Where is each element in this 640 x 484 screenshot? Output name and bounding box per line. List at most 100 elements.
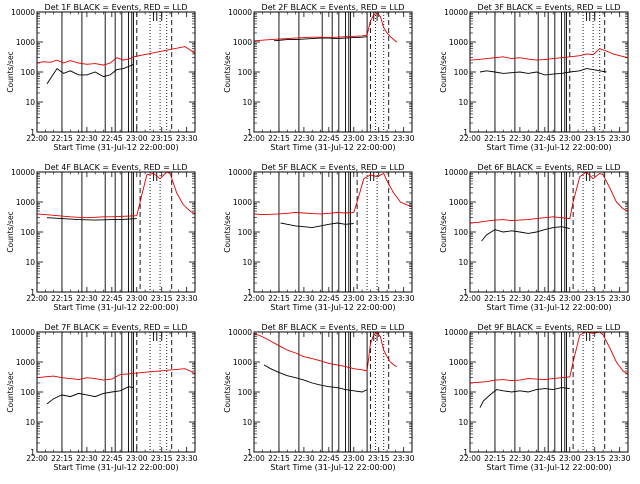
x-axis-label: Start Time (31-Jul-12 22:00:00) — [486, 303, 611, 312]
y-tick-label: 1000 — [233, 358, 252, 367]
plot-frame — [253, 331, 413, 453]
y-tick-label: 1 — [247, 288, 252, 297]
x-tick-label: 22:00 — [26, 134, 48, 143]
x-axis-label: Start Time (31-Jul-12 22:00:00) — [270, 463, 395, 472]
plot-frame — [36, 11, 196, 133]
x-tick-label: 22:30 — [76, 134, 98, 143]
chart-panel-7: 1 10 100 1000 10000 22:00 22:15 22:30 22:45 23:00… — [6, 323, 198, 472]
y-axis-label: Counts/sec — [439, 211, 448, 252]
x-tick-label: 23:00 — [126, 134, 148, 143]
x-tick-label: 22:15 — [484, 454, 506, 463]
y-tick-label: 1 — [463, 128, 468, 137]
y-tick-label: 10000 — [228, 328, 252, 337]
y-tick-label: 10000 — [228, 8, 252, 17]
x-tick-label: 23:30 — [176, 294, 198, 303]
y-tick-label: 10 — [242, 418, 252, 427]
plot-frame — [469, 331, 629, 453]
y-tick-label: 10000 — [11, 8, 35, 17]
chart-title: Det 7F BLACK = Events, RED = LLD — [45, 323, 188, 332]
chart-title: Det 2F BLACK = Events, RED = LLD — [262, 3, 405, 12]
x-axis-label: Start Time (31-Jul-12 22:00:00) — [486, 143, 611, 152]
x-tick-label: 22:15 — [51, 134, 73, 143]
x-tick-label: 22:30 — [509, 454, 531, 463]
x-tick-label: 22:30 — [293, 134, 315, 143]
x-tick-label: 22:00 — [459, 454, 481, 463]
y-tick-label: 100 — [21, 68, 36, 77]
x-tick-label: 22:00 — [243, 454, 265, 463]
chart-title: Det 3F BLACK = Events, RED = LLD — [478, 3, 621, 12]
x-tick-label: 23:15 — [584, 454, 606, 463]
x-tick-label: 22:15 — [484, 134, 506, 143]
x-tick-label: 23:00 — [343, 454, 365, 463]
x-tick-label: 22:15 — [51, 454, 73, 463]
x-tick-label: 22:00 — [243, 134, 265, 143]
y-axis-label: Counts/sec — [6, 211, 15, 252]
x-tick-label: 22:00 — [26, 294, 48, 303]
x-tick-label: 23:00 — [343, 294, 365, 303]
x-tick-label: 23:15 — [151, 454, 173, 463]
x-tick-label: 22:30 — [293, 294, 315, 303]
chart-panel-1: 1 10 100 1000 10000 22:00 22:15 22:30 22:45 23:00… — [6, 3, 198, 152]
chart-panel-6: 1 10 100 1000 10000 22:00 22:15 22:30 22:45 23:00… — [439, 163, 631, 312]
y-tick-label: 10000 — [228, 168, 252, 177]
y-tick-label: 1000 — [16, 38, 35, 47]
y-tick-label: 100 — [238, 68, 253, 77]
x-tick-label: 23:30 — [393, 454, 415, 463]
y-tick-label: 1000 — [449, 358, 468, 367]
y-tick-label: 1 — [463, 288, 468, 297]
series-line-events — [479, 68, 607, 76]
x-tick-label: 22:45 — [101, 134, 123, 143]
y-axis-label: Counts/sec — [223, 51, 232, 92]
x-axis-label: Start Time (31-Jul-12 22:00:00) — [270, 303, 395, 312]
y-tick-label: 100 — [21, 388, 36, 397]
x-axis-label: Start Time (31-Jul-12 22:00:00) — [53, 143, 178, 152]
y-tick-label: 100 — [454, 68, 469, 77]
chart-title: Det 1F BLACK = Events, RED = LLD — [45, 3, 188, 12]
x-tick-label: 22:00 — [26, 454, 48, 463]
y-tick-label: 1 — [30, 288, 35, 297]
series-line-lld — [469, 48, 629, 61]
chart-panel-4: 1 10 100 1000 10000 22:00 22:15 22:30 22:45 23:00… — [6, 163, 198, 312]
x-tick-label: 23:15 — [151, 134, 173, 143]
x-tick-label: 23:15 — [368, 454, 390, 463]
series-line-events — [46, 217, 137, 221]
y-axis-label: Counts/sec — [6, 51, 15, 92]
series-line-events — [46, 63, 134, 85]
y-axis-label: Counts/sec — [223, 371, 232, 412]
plot-frame — [36, 331, 196, 453]
y-tick-label: 1000 — [449, 38, 468, 47]
y-tick-label: 10 — [242, 98, 252, 107]
y-tick-label: 1000 — [233, 38, 252, 47]
x-tick-label: 23:30 — [609, 134, 631, 143]
series-line-lld — [36, 171, 196, 219]
series-line-lld — [469, 171, 629, 224]
series-line-lld — [253, 172, 413, 216]
chart-panel-2: 1 10 100 1000 10000 22:00 22:15 22:30 22:45 23:00… — [223, 3, 415, 152]
chart-panel-8: 1 10 100 1000 10000 22:00 22:15 22:30 22:45 23:00… — [223, 323, 415, 472]
y-tick-label: 10 — [458, 418, 468, 427]
series-line-lld — [469, 331, 629, 384]
x-tick-label: 22:00 — [459, 134, 481, 143]
plot-frame — [253, 171, 413, 293]
y-tick-label: 100 — [454, 228, 469, 237]
y-tick-label: 100 — [21, 228, 36, 237]
plot-frame — [469, 171, 629, 293]
chart-title: Det 6F BLACK = Events, RED = LLD — [478, 163, 621, 172]
series-line-lld — [36, 46, 196, 66]
series-line-events — [481, 226, 570, 242]
y-axis-label: Counts/sec — [439, 51, 448, 92]
x-axis-label: Start Time (31-Jul-12 22:00:00) — [53, 463, 178, 472]
series-line-lld — [253, 12, 398, 43]
y-tick-label: 1 — [247, 128, 252, 137]
y-tick-label: 10 — [25, 98, 35, 107]
x-axis-label: Start Time (31-Jul-12 22:00:00) — [53, 303, 178, 312]
chart-title: Det 9F BLACK = Events, RED = LLD — [478, 323, 621, 332]
y-tick-label: 10000 — [444, 8, 468, 17]
y-tick-label: 1000 — [16, 358, 35, 367]
y-axis-label: Counts/sec — [223, 211, 232, 252]
y-tick-label: 10 — [458, 258, 468, 267]
x-tick-label: 22:30 — [509, 134, 531, 143]
y-axis-label: Counts/sec — [6, 371, 15, 412]
x-tick-label: 23:30 — [176, 454, 198, 463]
